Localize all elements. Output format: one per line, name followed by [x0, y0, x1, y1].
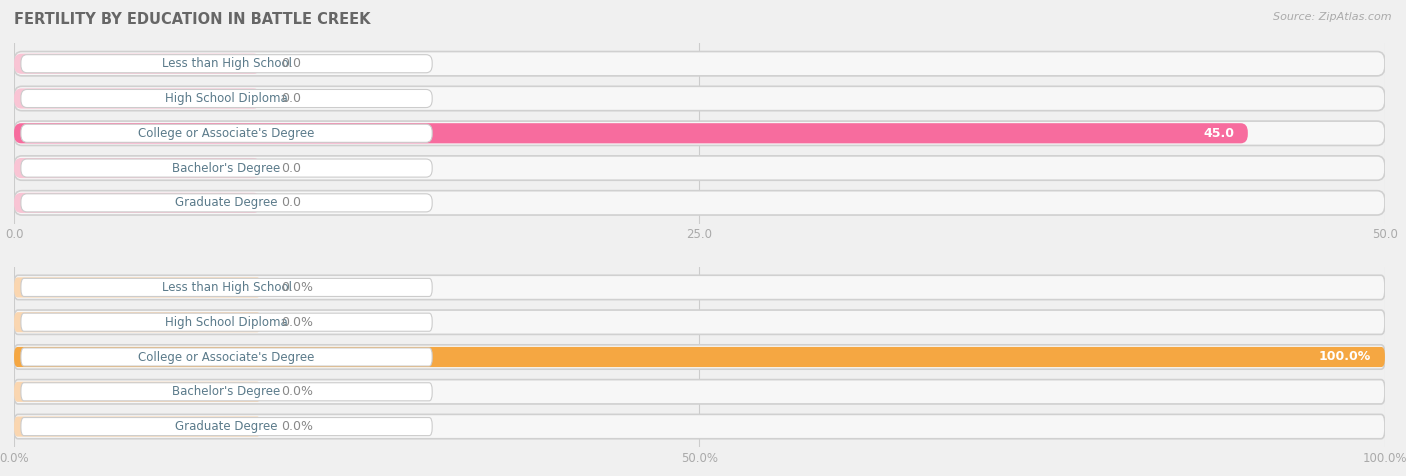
FancyBboxPatch shape — [14, 347, 1385, 367]
Text: FERTILITY BY EDUCATION IN BATTLE CREEK: FERTILITY BY EDUCATION IN BATTLE CREEK — [14, 12, 371, 27]
FancyBboxPatch shape — [21, 278, 432, 297]
Text: 0.0%: 0.0% — [281, 316, 314, 329]
FancyBboxPatch shape — [21, 124, 432, 142]
Text: Less than High School: Less than High School — [162, 57, 291, 70]
Text: Source: ZipAtlas.com: Source: ZipAtlas.com — [1274, 12, 1392, 22]
FancyBboxPatch shape — [14, 54, 262, 74]
FancyBboxPatch shape — [14, 89, 262, 109]
FancyBboxPatch shape — [14, 310, 1385, 334]
FancyBboxPatch shape — [14, 275, 1385, 299]
FancyBboxPatch shape — [21, 313, 432, 331]
FancyBboxPatch shape — [14, 382, 262, 402]
Text: College or Associate's Degree: College or Associate's Degree — [138, 127, 315, 140]
FancyBboxPatch shape — [14, 345, 1385, 369]
Text: 0.0%: 0.0% — [281, 281, 314, 294]
Text: Bachelor's Degree: Bachelor's Degree — [173, 161, 281, 175]
Text: 0.0: 0.0 — [281, 161, 301, 175]
FancyBboxPatch shape — [14, 158, 262, 178]
Text: 0.0: 0.0 — [281, 196, 301, 209]
FancyBboxPatch shape — [14, 380, 1385, 404]
Text: High School Diploma: High School Diploma — [165, 316, 288, 329]
Text: 0.0%: 0.0% — [281, 385, 314, 398]
Text: 0.0: 0.0 — [281, 92, 301, 105]
FancyBboxPatch shape — [14, 312, 262, 332]
Text: High School Diploma: High School Diploma — [165, 92, 288, 105]
Text: College or Associate's Degree: College or Associate's Degree — [138, 350, 315, 364]
FancyBboxPatch shape — [14, 156, 1385, 180]
FancyBboxPatch shape — [21, 194, 432, 212]
FancyBboxPatch shape — [21, 159, 432, 177]
FancyBboxPatch shape — [14, 193, 262, 213]
Text: 0.0%: 0.0% — [281, 420, 314, 433]
FancyBboxPatch shape — [21, 348, 432, 366]
FancyBboxPatch shape — [14, 415, 1385, 439]
FancyBboxPatch shape — [21, 417, 432, 436]
FancyBboxPatch shape — [14, 121, 1385, 146]
Text: Graduate Degree: Graduate Degree — [176, 196, 278, 209]
Text: Less than High School: Less than High School — [162, 281, 291, 294]
Text: 0.0: 0.0 — [281, 57, 301, 70]
Text: 100.0%: 100.0% — [1319, 350, 1371, 364]
FancyBboxPatch shape — [14, 191, 1385, 215]
FancyBboxPatch shape — [14, 123, 1249, 143]
FancyBboxPatch shape — [14, 278, 262, 298]
FancyBboxPatch shape — [21, 89, 432, 108]
FancyBboxPatch shape — [21, 55, 432, 73]
FancyBboxPatch shape — [14, 86, 1385, 110]
Text: Bachelor's Degree: Bachelor's Degree — [173, 385, 281, 398]
FancyBboxPatch shape — [21, 383, 432, 401]
FancyBboxPatch shape — [14, 416, 262, 436]
Text: 45.0: 45.0 — [1204, 127, 1234, 140]
FancyBboxPatch shape — [14, 51, 1385, 76]
Text: Graduate Degree: Graduate Degree — [176, 420, 278, 433]
